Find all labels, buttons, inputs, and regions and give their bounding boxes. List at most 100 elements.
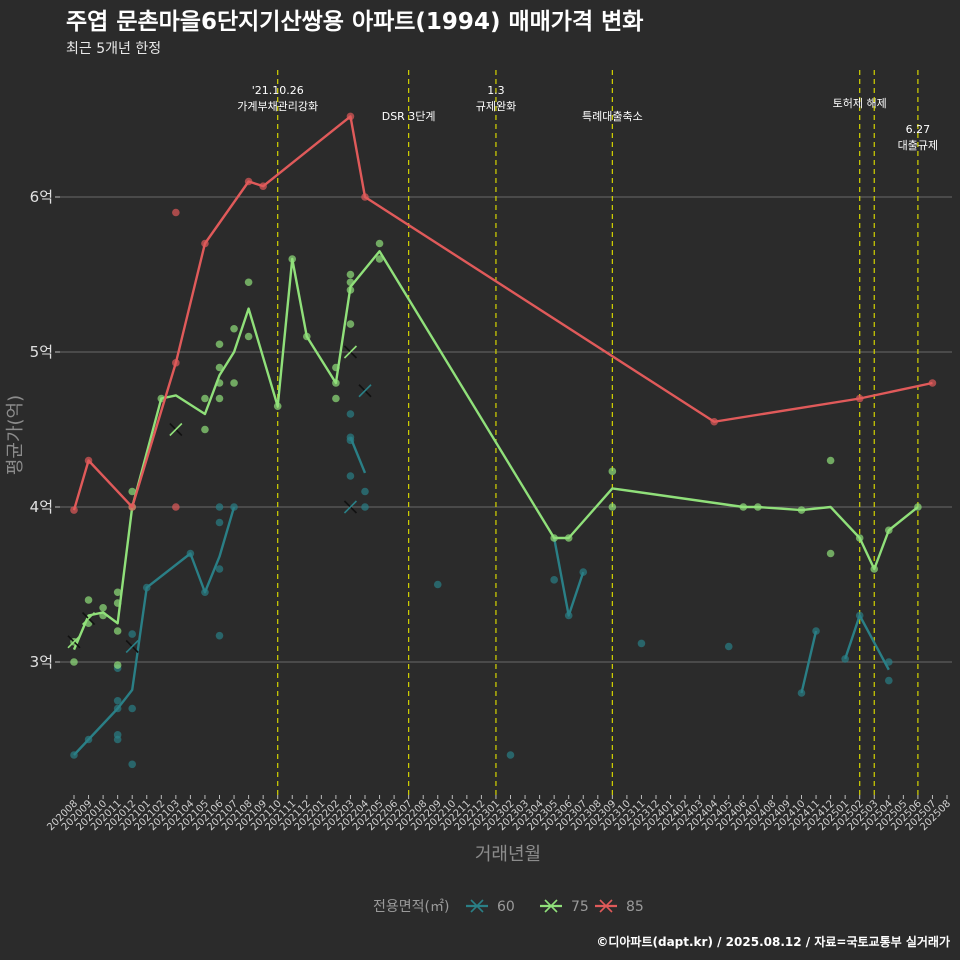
point-75-3 — [84, 596, 93, 604]
event-label-3-0: 특례대출축소 — [582, 110, 643, 123]
y-tick-label-2: 5억 — [30, 343, 53, 361]
series-85 — [70, 112, 937, 514]
legend: 전용면적(㎡) 60 75 85 — [373, 899, 644, 915]
cross-75-0 — [67, 635, 81, 649]
point-85-0 — [70, 506, 78, 514]
point-75-16 — [215, 363, 224, 372]
cross-stroke-b — [169, 422, 183, 437]
legend-label-85: 85 — [626, 899, 644, 915]
line-60-2 — [552, 537, 585, 617]
event-label-4-0: 토허제 해제 — [833, 96, 887, 110]
point-75-15 — [215, 340, 224, 349]
point-75-4 — [99, 603, 107, 612]
point-75-18 — [215, 394, 224, 403]
point-75-0 — [70, 658, 78, 666]
grid-lines — [60, 196, 952, 663]
point-60-26 — [550, 576, 558, 584]
event-label-6-1: 대출규제 — [898, 139, 938, 152]
cross-60-1 — [343, 500, 358, 514]
cross-stroke-b — [125, 639, 139, 654]
legend-item-60: 60 — [466, 899, 515, 915]
event-label-0-1: 가계부채관리강화 — [237, 100, 318, 113]
event-label-1-0: DSR 3단계 — [382, 110, 436, 123]
point-85-5 — [172, 503, 180, 511]
point-75-21 — [244, 278, 253, 287]
point-60-14 — [215, 518, 224, 527]
point-60-30 — [724, 642, 733, 651]
y-axis-ticks: 3억 4억 5억 6억 — [30, 188, 60, 671]
legend-title: 전용면적(㎡) — [373, 899, 449, 915]
point-75-32 — [346, 320, 355, 328]
chart-subtitle: 최근 5개년 한정 — [66, 41, 161, 57]
point-60-35 — [885, 676, 893, 685]
y-tick-label-0: 3억 — [30, 653, 53, 671]
point-60-29 — [637, 639, 646, 648]
point-75-38 — [608, 503, 617, 511]
legend-item-85: 85 — [595, 899, 644, 915]
event-label-0-0: '21.10.26 — [252, 84, 304, 97]
cross-60-0 — [125, 639, 139, 654]
series-60 — [70, 384, 893, 769]
point-75-14 — [201, 425, 209, 434]
event-label-6-0: 6.27 — [906, 123, 931, 136]
cross-75-3 — [343, 345, 358, 359]
point-75-19 — [230, 324, 238, 333]
point-75-33 — [375, 239, 384, 248]
line-60-1 — [349, 436, 367, 474]
event-label-2-1: 규제완화 — [476, 100, 516, 113]
legend-cross-b-75 — [544, 899, 558, 913]
chart-caption: ©디아파트(dapt.kr) / 2025.08.12 / 자료=국토교통부 실… — [596, 934, 950, 949]
point-85-3 — [172, 208, 180, 217]
line-60-0 — [73, 506, 236, 756]
point-60-3 — [113, 696, 122, 705]
line-60-4 — [844, 614, 890, 671]
y-tick-label-3: 6억 — [30, 188, 53, 206]
point-60-16 — [215, 631, 224, 640]
point-75-6 — [113, 588, 122, 597]
legend-label-75: 75 — [571, 899, 589, 915]
cross-60-2 — [358, 384, 372, 398]
cross-stroke-b — [343, 500, 358, 514]
point-60-7 — [128, 760, 136, 769]
point-75-34 — [375, 255, 384, 263]
cross-stroke-b — [343, 345, 358, 359]
point-75-22 — [244, 332, 253, 341]
line-60-3 — [800, 630, 818, 694]
point-75-43 — [826, 549, 835, 558]
series-layer — [67, 112, 937, 769]
cross-75-1 — [81, 612, 96, 626]
point-60-13 — [215, 565, 224, 573]
point-75-13 — [201, 394, 209, 403]
point-75-29 — [346, 270, 355, 279]
point-75-9 — [113, 661, 122, 669]
cross-stroke-b — [358, 384, 372, 398]
point-60-6 — [113, 735, 122, 744]
point-60-23 — [361, 503, 369, 511]
point-60-9 — [128, 630, 136, 638]
chart-title: 주엽 문촌마을6단지기산쌍용 아파트(1994) 매매가격 변화 — [66, 9, 643, 35]
x-axis-label: 거래년월 — [475, 844, 541, 865]
line-85-0 — [72, 115, 933, 511]
point-60-21 — [346, 472, 355, 480]
line-75-0 — [72, 250, 919, 651]
point-75-37 — [608, 467, 617, 476]
point-60-24 — [433, 580, 442, 589]
event-label-2-0: 1.3 — [487, 84, 505, 97]
point-75-20 — [230, 379, 238, 387]
series-75 — [67, 239, 922, 669]
cross-stroke-b — [67, 635, 81, 649]
cross-75-2 — [169, 422, 183, 437]
y-tick-label-1: 4억 — [30, 498, 53, 516]
point-60-8 — [128, 704, 136, 713]
legend-cross-b-60 — [470, 899, 484, 913]
point-75-28 — [332, 394, 340, 403]
point-75-8 — [113, 627, 122, 635]
legend-label-60: 60 — [497, 899, 515, 915]
point-60-15 — [215, 503, 224, 511]
legend-cross-b-85 — [599, 899, 613, 913]
point-60-18 — [346, 410, 355, 418]
y-axis-label: 평균가(억) — [5, 395, 26, 475]
